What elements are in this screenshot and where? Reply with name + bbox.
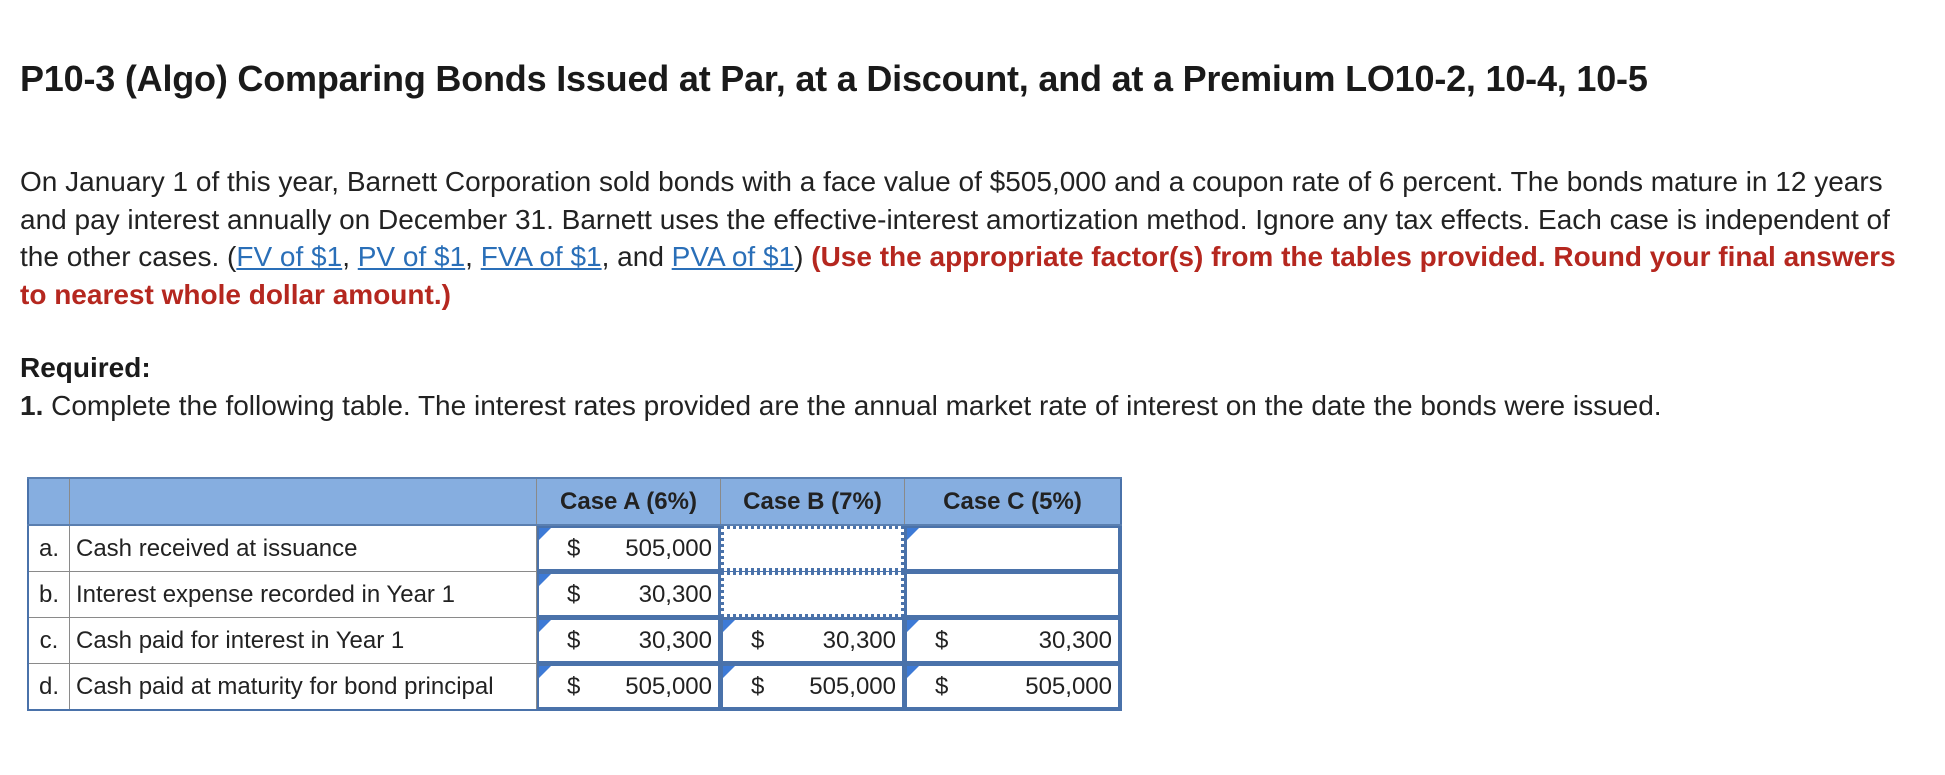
case-a-value: 30,300 — [638, 626, 712, 654]
table-row: c. Cash paid for interest in Year 1 $30,… — [27, 617, 1122, 664]
pv-of-1-link[interactable]: PV of $1 — [357, 241, 466, 272]
answer-flag-icon — [907, 666, 919, 678]
requirement-1: 1. Complete the following table. The int… — [20, 390, 1662, 422]
link-separator: , — [465, 241, 481, 272]
row-letter: b. — [27, 571, 70, 618]
case-a-cell[interactable]: $30,300 — [536, 571, 721, 618]
answer-flag-icon — [539, 620, 551, 632]
instruction-note: (Use the appropriate factor(s) from the … — [20, 241, 1896, 310]
answer-flag-icon — [907, 528, 919, 540]
table-row: b. Interest expense recorded in Year 1 $… — [27, 571, 1122, 618]
case-a-cell[interactable]: $30,300 — [536, 617, 721, 664]
header-blank-2 — [69, 477, 537, 526]
case-b-value: 30,300 — [822, 626, 896, 654]
case-c-input[interactable] — [904, 524, 1122, 572]
case-b-input[interactable] — [720, 524, 905, 572]
case-a-cell[interactable]: $505,000 — [536, 524, 721, 572]
fva-of-1-link[interactable]: FVA of $1 — [480, 241, 602, 272]
requirement-number: 1. — [20, 390, 44, 421]
row-label: Interest expense recorded in Year 1 — [69, 571, 537, 618]
row-label: Cash paid for interest in Year 1 — [69, 617, 537, 664]
case-a-value: 30,300 — [638, 580, 712, 608]
row-letter: a. — [27, 524, 70, 572]
answer-flag-icon — [539, 574, 551, 586]
currency-symbol: $ — [567, 672, 581, 700]
row-letter: c. — [27, 617, 70, 664]
currency-symbol: $ — [935, 626, 949, 654]
table-row: a. Cash received at issuance $505,000 — [27, 524, 1122, 572]
case-c-input[interactable] — [904, 571, 1122, 618]
row-label: Cash received at issuance — [69, 524, 537, 572]
case-a-cell[interactable]: $505,000 — [536, 663, 721, 711]
row-label: Cash paid at maturity for bond principal — [69, 663, 537, 711]
case-c-cell[interactable]: $505,000 — [904, 663, 1122, 711]
case-a-value: 505,000 — [625, 534, 712, 562]
pva-of-1-link[interactable]: PVA of $1 — [671, 241, 795, 272]
fv-of-1-link[interactable]: FV of $1 — [236, 241, 343, 272]
header-blank-1 — [27, 477, 70, 526]
currency-symbol: $ — [751, 672, 765, 700]
currency-symbol: $ — [567, 626, 581, 654]
case-a-value: 505,000 — [625, 672, 712, 700]
answer-flag-icon — [907, 620, 919, 632]
required-heading: Required: — [20, 352, 151, 383]
case-b-input[interactable] — [720, 571, 905, 618]
header-case-a: Case A (6%) — [536, 477, 721, 526]
currency-symbol: $ — [935, 672, 949, 700]
case-b-cell[interactable]: $505,000 — [720, 663, 905, 711]
currency-symbol: $ — [567, 534, 581, 562]
table-row: d. Cash paid at maturity for bond princi… — [27, 663, 1122, 711]
answer-flag-icon — [539, 528, 551, 540]
case-b-cell[interactable]: $30,300 — [720, 617, 905, 664]
link-separator: , — [342, 241, 358, 272]
table-header-row: Case A (6%) Case B (7%) Case C (5%) — [27, 477, 1122, 526]
case-c-value: 30,300 — [1038, 626, 1112, 654]
intro-text: On January 1 of this year, Barnett Corpo… — [20, 166, 1890, 272]
case-b-value: 505,000 — [809, 672, 896, 700]
row-letter: d. — [27, 663, 70, 711]
answer-flag-icon — [539, 666, 551, 678]
case-c-cell[interactable]: $30,300 — [904, 617, 1122, 664]
answer-flag-icon — [723, 620, 735, 632]
case-c-value: 505,000 — [1025, 672, 1112, 700]
requirement-text: Complete the following table. The intere… — [43, 390, 1662, 421]
problem-title: P10-3 (Algo) Comparing Bonds Issued at P… — [20, 58, 1648, 99]
header-case-c: Case C (5%) — [904, 477, 1122, 526]
header-case-b: Case B (7%) — [720, 477, 905, 526]
answer-flag-icon — [723, 666, 735, 678]
link-close: ) — [794, 241, 812, 272]
problem-description: On January 1 of this year, Barnett Corpo… — [20, 163, 1920, 313]
currency-symbol: $ — [751, 626, 765, 654]
bond-comparison-table: Case A (6%) Case B (7%) Case C (5%) a. C… — [27, 477, 1122, 711]
currency-symbol: $ — [567, 580, 581, 608]
link-separator: , and — [601, 241, 672, 272]
